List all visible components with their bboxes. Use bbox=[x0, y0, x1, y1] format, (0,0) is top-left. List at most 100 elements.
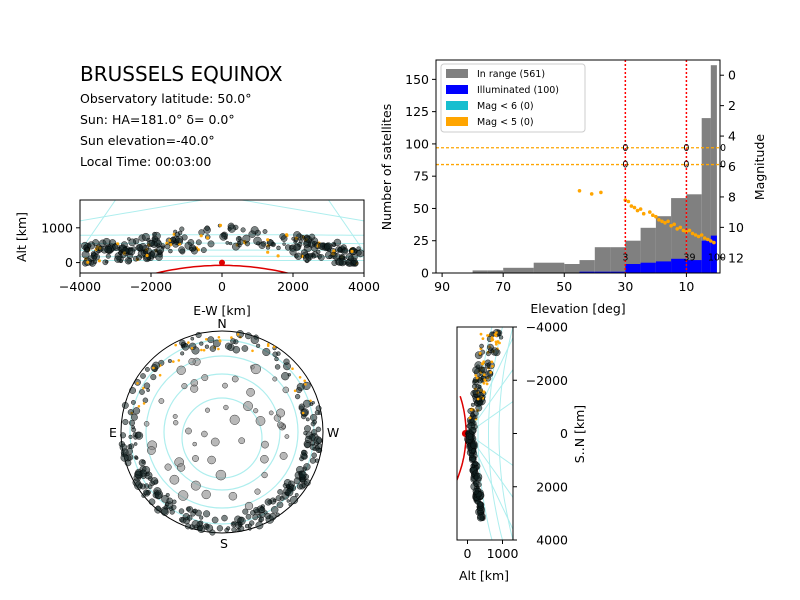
histogram-ytick-label: 100 bbox=[405, 136, 429, 151]
ns-satellite-dot bbox=[485, 370, 494, 378]
ns-view-xlabel: Alt [km] bbox=[459, 568, 509, 583]
side-satellite-dot bbox=[317, 242, 325, 250]
sky-satellite-dot bbox=[172, 360, 175, 363]
sky-satellite-dot bbox=[130, 413, 138, 421]
sky-satellite-dot bbox=[171, 504, 177, 510]
sky-satellite-dot bbox=[137, 405, 141, 408]
sky-satellite-dot bbox=[286, 484, 291, 489]
side-satellite-dot bbox=[105, 260, 109, 264]
side-satellite-dot bbox=[97, 259, 101, 263]
in-range-bar bbox=[503, 267, 519, 273]
sky-satellite-dot bbox=[190, 347, 194, 350]
sky-satellite-dot bbox=[167, 359, 172, 364]
ns-view-y-ticks: −4000 −2000 0 2000 4000 bbox=[513, 320, 568, 548]
sky-satellite-dot bbox=[268, 410, 274, 416]
ns-satellite-dot bbox=[470, 441, 478, 449]
sky-satellite-dot bbox=[169, 474, 180, 485]
sky-satellite-dot bbox=[135, 431, 144, 440]
sky-satellite-dot bbox=[284, 434, 290, 439]
sky-satellite-dot bbox=[309, 443, 316, 451]
sky-satellite-dot bbox=[207, 455, 216, 465]
sky-satellite-dot bbox=[187, 341, 190, 344]
ns-guide-curve bbox=[498, 327, 513, 540]
sky-satellite-dot bbox=[231, 522, 236, 526]
sky-satellite-dot bbox=[177, 490, 189, 501]
side-satellite-dot bbox=[168, 248, 173, 254]
sky-satellite-dot bbox=[180, 351, 185, 356]
magnitude-point bbox=[577, 189, 582, 193]
ns-satellite-dot bbox=[484, 363, 491, 369]
magnitude-point bbox=[678, 225, 683, 230]
sky-satellite-dot bbox=[250, 335, 259, 345]
ns-satellite-dot bbox=[472, 383, 478, 389]
sky-satellite-dot bbox=[266, 343, 270, 346]
count-annotation: 100 bbox=[708, 253, 726, 264]
sky-satellite-dot bbox=[252, 514, 259, 521]
sky-satellite-dot bbox=[176, 463, 186, 472]
side-satellite-dot bbox=[282, 242, 286, 246]
side-satellite-dot bbox=[338, 258, 347, 267]
in-range-bar bbox=[518, 267, 534, 273]
side-satellite-dot bbox=[92, 255, 98, 261]
sky-satellite-dot bbox=[293, 477, 301, 485]
legend-swatch-mag5 bbox=[446, 117, 468, 126]
side-view-satellites bbox=[80, 222, 364, 267]
ns-satellite-dot bbox=[476, 501, 484, 508]
ns-satellite-dot bbox=[478, 351, 482, 355]
side-view-ylabel: Alt [km] bbox=[14, 212, 29, 262]
side-satellite-dot bbox=[119, 259, 123, 264]
sky-satellite-dot bbox=[251, 349, 254, 353]
ns-view-satellites bbox=[464, 329, 504, 522]
sky-satellite-dot bbox=[218, 339, 222, 342]
magnitude-point bbox=[706, 237, 710, 242]
sky-satellite-dot bbox=[242, 508, 249, 515]
side-guide-line bbox=[241, 200, 364, 222]
sky-satellite-dot bbox=[276, 501, 284, 509]
sky-satellite-dot bbox=[143, 421, 150, 427]
ns-satellite-dot bbox=[477, 514, 485, 522]
cardinal-south: S bbox=[220, 536, 228, 551]
magnitude-point bbox=[641, 211, 646, 216]
sky-satellite-dot bbox=[139, 469, 147, 477]
sky-satellite-dot bbox=[249, 520, 255, 526]
sky-satellite-dot bbox=[288, 502, 293, 507]
sky-satellite-dot bbox=[277, 489, 283, 495]
observation-info: BRUSSELS EQUINOX Observatory latitude: 5… bbox=[80, 62, 370, 172]
magnitude-point bbox=[681, 228, 686, 233]
side-satellite-dot bbox=[293, 237, 299, 243]
histogram-x-ticks: 90 70 50 30 10 bbox=[434, 273, 694, 294]
histogram-ytick-label: 75 bbox=[413, 169, 429, 184]
histogram-ytick-label: 0 bbox=[421, 266, 429, 281]
magnitude-point bbox=[599, 190, 603, 195]
magnitude-point bbox=[654, 214, 658, 219]
side-satellite-dot bbox=[177, 230, 183, 236]
ns-satellite-dot bbox=[476, 397, 480, 401]
cardinal-west: W bbox=[327, 425, 339, 440]
sky-satellite-dot bbox=[314, 410, 320, 416]
sky-satellite-dot bbox=[217, 336, 221, 339]
sky-satellite-dot bbox=[192, 508, 198, 514]
sky-satellite-dot bbox=[204, 344, 209, 349]
legend-label-mag5: Mag < 5 (0) bbox=[477, 117, 534, 128]
side-satellite-dot bbox=[337, 247, 343, 253]
ns-satellite-dot bbox=[470, 402, 475, 407]
sky-satellite-dot bbox=[143, 382, 151, 389]
sky-satellite-dot bbox=[226, 526, 231, 531]
side-view-sun-arc bbox=[153, 259, 291, 273]
sky-satellite-dot bbox=[231, 527, 237, 533]
magnitude-tick-label: 8 bbox=[728, 189, 736, 204]
sky-satellite-dot bbox=[185, 506, 191, 512]
sky-satellite-dot bbox=[121, 401, 129, 409]
in-range-bar bbox=[701, 118, 711, 273]
count-annotation: 0 bbox=[622, 160, 628, 171]
ns-satellite-dot bbox=[473, 480, 480, 487]
ns-satellite-dot bbox=[472, 389, 478, 395]
sky-satellite-dot bbox=[255, 521, 264, 530]
illuminated-bar bbox=[610, 271, 626, 273]
in-range-bar bbox=[579, 260, 595, 273]
sky-satellite-dot bbox=[215, 469, 227, 481]
side-satellite-dot bbox=[104, 245, 112, 254]
magnitude-point bbox=[696, 234, 701, 239]
sky-satellite-dot bbox=[274, 356, 279, 362]
